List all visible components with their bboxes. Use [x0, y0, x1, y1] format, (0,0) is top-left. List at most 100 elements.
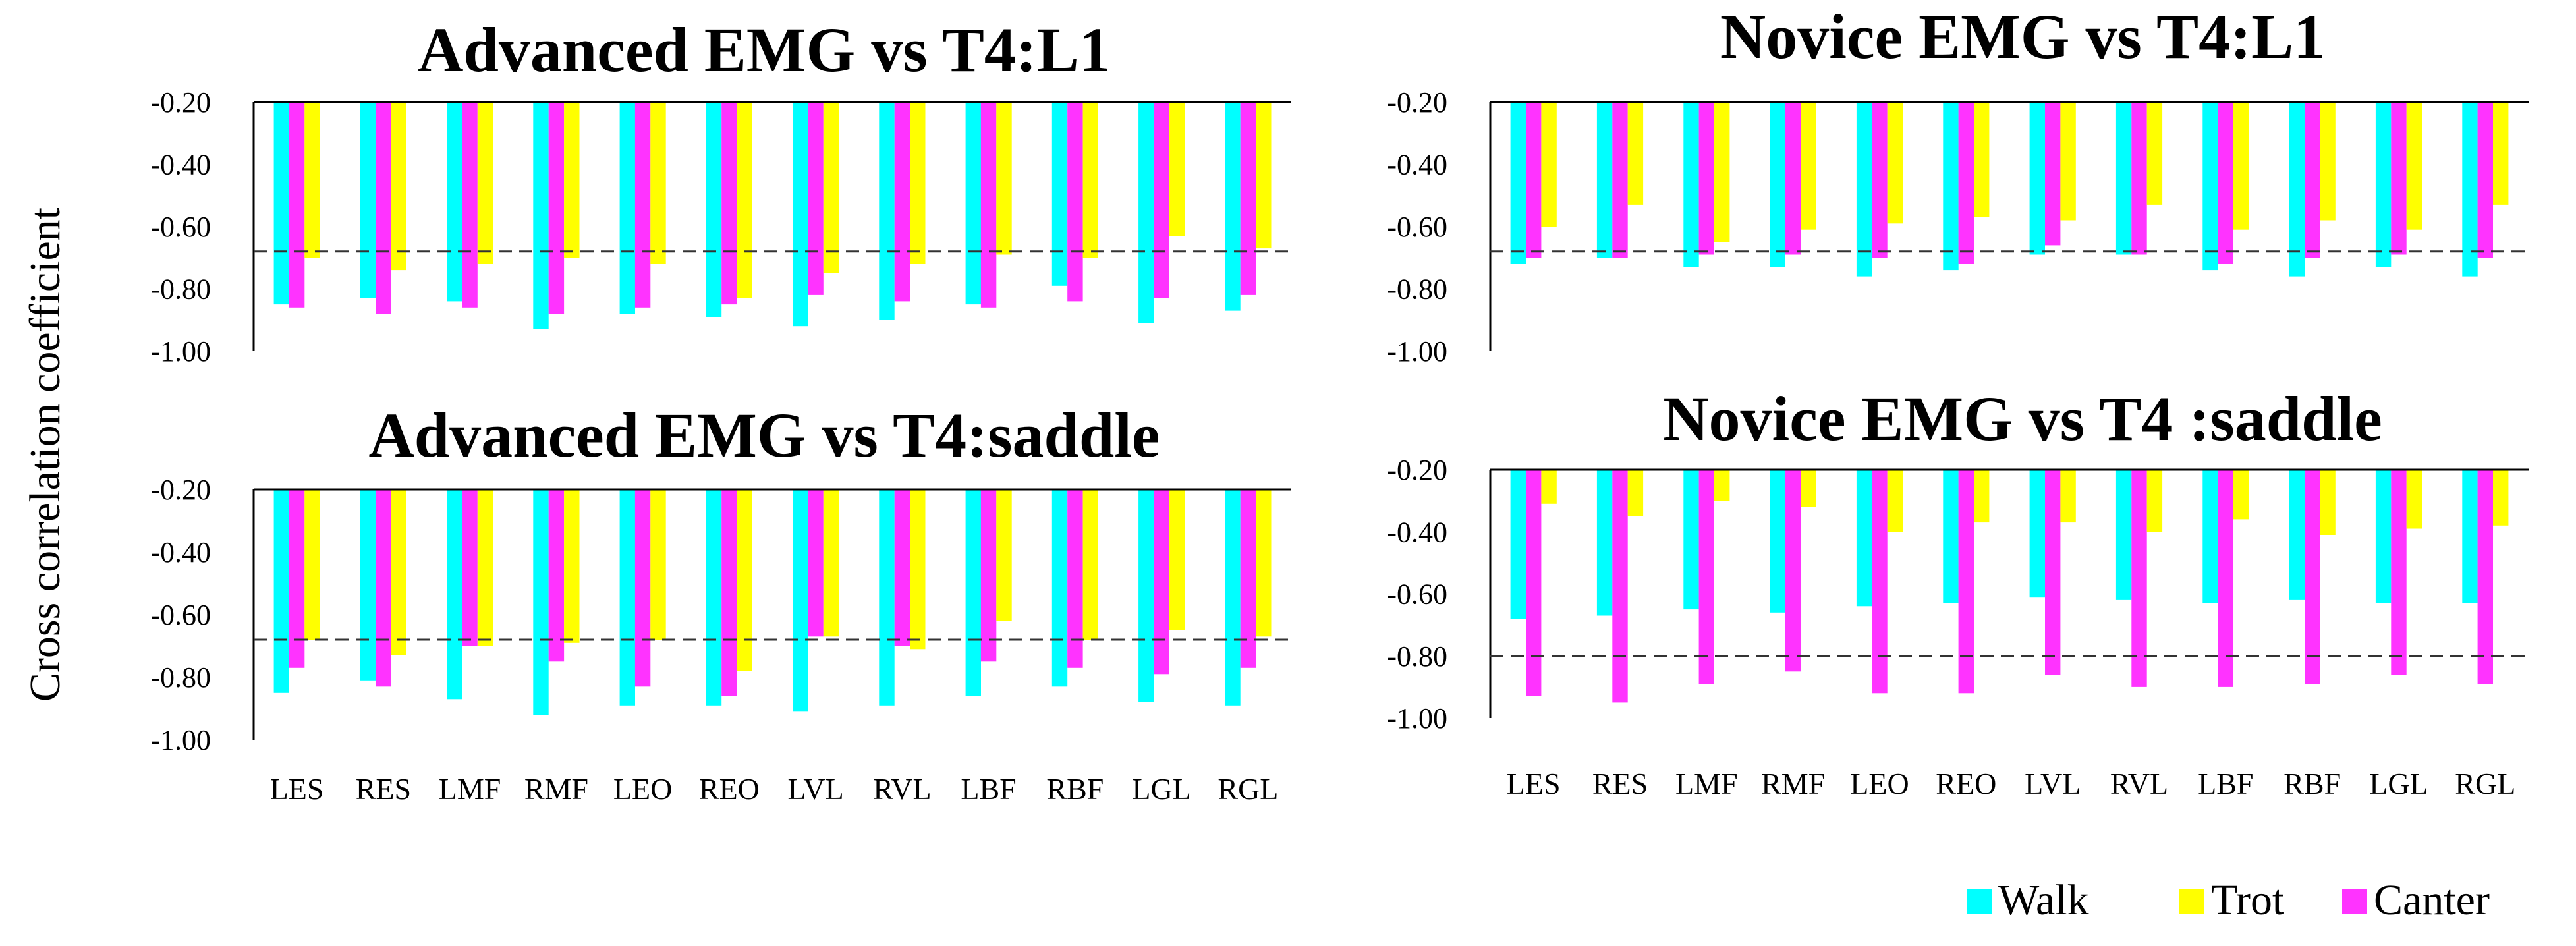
bar-trot-leo — [650, 489, 666, 640]
bar-canter-rbf — [1067, 102, 1083, 302]
bar-walk-lmf — [447, 102, 462, 302]
bar-walk-res — [1596, 102, 1613, 258]
y-tick-label: -0.60 — [1387, 578, 1447, 611]
y-tick-label: -1.00 — [150, 335, 211, 368]
bar-walk-lvl — [793, 102, 808, 327]
bar-canter-res — [1612, 102, 1628, 258]
y-tick-label: -0.80 — [1387, 640, 1447, 673]
bar-trot-rbf — [2320, 102, 2336, 221]
bar-walk-lbf — [2202, 102, 2218, 271]
bar-trot-leo — [650, 102, 666, 264]
bar-walk-lvl — [2029, 102, 2045, 255]
bar-trot-lmf — [477, 489, 493, 646]
panel-advanced-t4-saddle: Advanced EMG vs T4:saddle -0.20 -0.40 -0.60… — [150, 400, 1291, 806]
bar-trot-lvl — [823, 489, 839, 637]
bar-trot-les — [304, 489, 320, 640]
bar-walk-rbf — [1051, 489, 1068, 687]
bar-walk-res — [1596, 470, 1613, 616]
y-tick-label: -1.00 — [150, 724, 211, 756]
x-tick-label: LMF — [1675, 767, 1738, 800]
bar-trot-lmf — [477, 102, 493, 264]
panel-advanced-t4-l1: Advanced EMG vs T4:L1 -0.20 -0.40 -0.60 -0.8… — [150, 14, 1291, 368]
bar-walk-rbf — [2289, 470, 2305, 600]
y-tick-label: -0.20 — [1387, 86, 1447, 119]
bar-walk-rvl — [879, 489, 895, 706]
x-tick-label: RMF — [1761, 767, 1825, 800]
bar-trot-lgl — [1169, 102, 1185, 237]
bar-canter-rbf — [2305, 470, 2320, 684]
x-tick-label: LGL — [2369, 767, 2428, 800]
bar-walk-rvl — [879, 102, 895, 320]
x-tick-label: LES — [1507, 767, 1561, 800]
x-tick-label: REO — [699, 772, 760, 806]
bar-trot-rvl — [910, 489, 926, 650]
bar-trot-reo — [737, 102, 752, 298]
bar-canter-res — [376, 102, 391, 314]
bar-walk-lgl — [2375, 102, 2392, 267]
bar-canter-rgl — [1240, 102, 1256, 295]
bar-canter-rgl — [1240, 489, 1256, 668]
bar-canter-les — [289, 102, 305, 308]
bar-trot-leo — [1887, 470, 1903, 532]
bar-trot-reo — [1974, 470, 1990, 523]
chart-title: Advanced EMG vs T4:saddle — [368, 400, 1160, 470]
bar-canter-res — [376, 489, 391, 687]
bar-trot-rbf — [1082, 102, 1098, 258]
bar-walk-leo — [1856, 102, 1872, 277]
y-tick-label: -0.60 — [150, 599, 211, 631]
bar-canter-lvl — [808, 102, 824, 295]
bar-walk-leo — [1856, 470, 1872, 607]
chart-title: Novice EMG vs T4 :saddle — [1663, 383, 2382, 454]
y-tick-label: -0.80 — [1387, 273, 1447, 306]
bar-canter-reo — [721, 102, 737, 305]
bar-trot-res — [391, 489, 406, 655]
x-tick-label: LBF — [961, 772, 1016, 806]
bar-canter-rvl — [2131, 470, 2147, 687]
bar-walk-rgl — [1225, 102, 1241, 311]
bar-walk-rmf — [533, 102, 549, 329]
bar-trot-les — [1541, 470, 1557, 504]
y-tick-label: -0.20 — [150, 474, 211, 506]
bar-trot-lvl — [2060, 470, 2076, 523]
bar-canter-lmf — [1698, 470, 1714, 684]
bar-canter-les — [289, 489, 305, 668]
bar-trot-rgl — [2493, 470, 2509, 526]
bar-walk-rmf — [1770, 102, 1785, 267]
bar-canter-les — [1526, 470, 1542, 696]
y-tick-label: -1.00 — [1387, 702, 1447, 735]
x-tick-label: LVL — [787, 772, 843, 806]
y-tick-label: -0.20 — [150, 86, 211, 119]
bar-walk-lgl — [1138, 489, 1154, 702]
bar-walk-reo — [706, 489, 722, 706]
x-tick-label: LVL — [2025, 767, 2081, 800]
bar-canter-lbf — [980, 102, 997, 308]
bar-walk-reo — [1943, 470, 1959, 603]
bar-trot-rbf — [2320, 470, 2336, 535]
bar-trot-rbf — [1082, 489, 1098, 640]
bar-canter-leo — [1872, 102, 1888, 258]
bar-walk-rbf — [2289, 102, 2305, 277]
bar-walk-rgl — [2462, 470, 2478, 603]
bar-trot-lmf — [1714, 102, 1730, 242]
bar-canter-leo — [1872, 470, 1888, 694]
bar-walk-lvl — [2029, 470, 2045, 598]
bar-walk-rgl — [1225, 489, 1241, 706]
bar-walk-les — [1510, 102, 1526, 264]
legend-label-walk: Walk — [1998, 876, 2089, 924]
bar-walk-reo — [1943, 102, 1959, 271]
bar-canter-reo — [1958, 470, 1974, 694]
x-tick-label: RGL — [1218, 772, 1278, 806]
bar-canter-rvl — [2131, 102, 2147, 255]
bar-walk-les — [273, 102, 289, 305]
bar-canter-leo — [634, 489, 651, 687]
bar-walk-lmf — [447, 489, 462, 700]
bar-trot-lmf — [1714, 470, 1730, 501]
bar-canter-reo — [1958, 102, 1974, 264]
y-tick-label: -0.60 — [150, 211, 211, 243]
legend-swatch-canter — [2342, 889, 2367, 914]
x-tick-label: RMF — [524, 772, 588, 806]
y-tick-label: -0.60 — [1387, 211, 1447, 243]
bar-canter-lmf — [462, 102, 478, 308]
bar-canter-rmf — [1785, 470, 1801, 672]
bar-walk-leo — [619, 102, 635, 314]
